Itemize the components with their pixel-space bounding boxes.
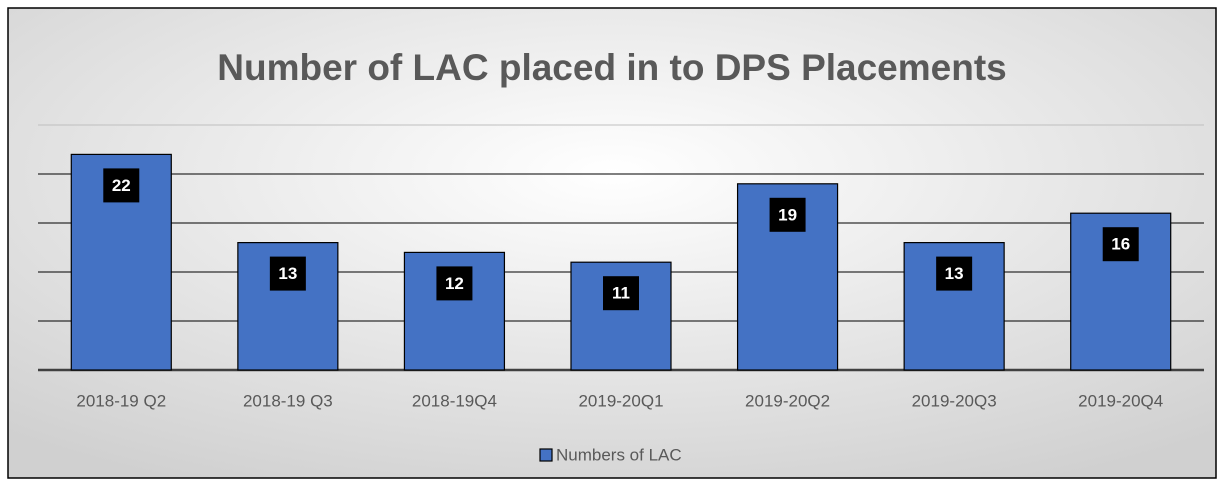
legend-swatch	[539, 448, 553, 462]
chart-title: Number of LAC placed in to DPS Placement…	[217, 47, 1006, 88]
data-label-box	[436, 266, 473, 301]
data-label-box	[1102, 227, 1139, 262]
x-tick-label: 2019-20Q4	[1078, 391, 1163, 410]
x-tick-label: 2018-19Q4	[412, 391, 497, 410]
data-label-box	[936, 256, 973, 291]
x-tick-label: 2018-19 Q3	[243, 391, 333, 410]
data-label: 19	[778, 205, 797, 224]
x-tick-label: 2018-19 Q2	[76, 391, 166, 410]
x-tick-label: 2019-20Q3	[912, 391, 997, 410]
data-label: 13	[945, 264, 964, 283]
data-label: 13	[278, 264, 297, 283]
data-label: 12	[445, 274, 464, 293]
data-label-box	[603, 276, 639, 311]
x-tick-label: 2019-20Q1	[578, 391, 663, 410]
data-label-box	[769, 197, 806, 232]
data-label: 22	[112, 176, 131, 195]
x-tick-label: 2019-20Q2	[745, 391, 830, 410]
chart-frame	[7, 7, 1217, 479]
data-label-box	[269, 256, 306, 291]
data-label: 11	[612, 284, 630, 303]
data-label-box	[103, 168, 140, 203]
data-label: 16	[1111, 235, 1130, 254]
legend-label: Numbers of LAC	[556, 445, 682, 464]
